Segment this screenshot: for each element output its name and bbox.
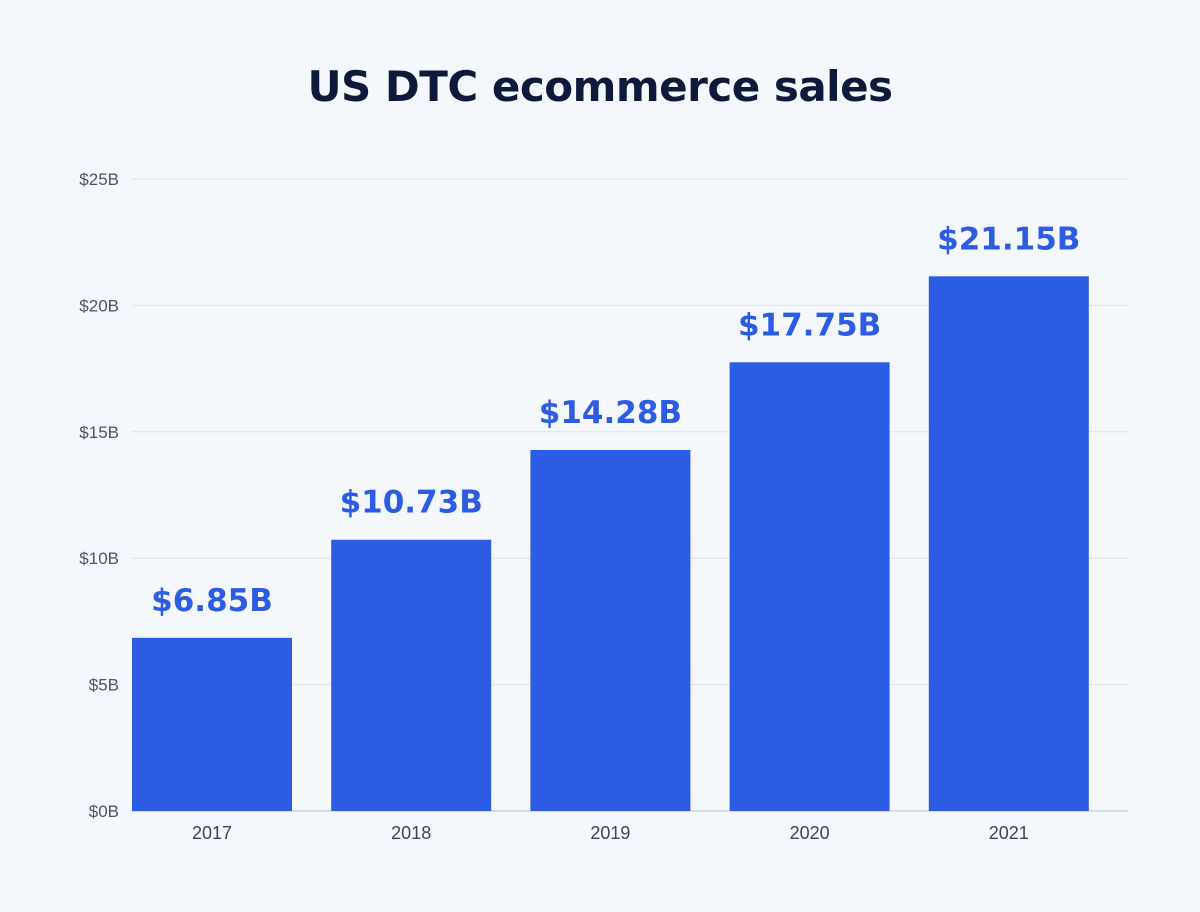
data-label-2018: $10.73B bbox=[340, 485, 483, 521]
y-tick-label: $20B bbox=[79, 296, 119, 315]
bars bbox=[132, 276, 1089, 811]
y-tick-label: $10B bbox=[79, 549, 119, 568]
y-axis-ticks: $0B $5B $10B $15B $20B $25B bbox=[79, 170, 119, 821]
bar-2018 bbox=[331, 539, 492, 811]
bar-2017 bbox=[132, 637, 292, 811]
bar-2021 bbox=[928, 276, 1089, 811]
chart-title: US DTC ecommerce sales bbox=[307, 62, 893, 111]
x-tick-label-2018: 2018 bbox=[391, 823, 431, 843]
data-label-2017: $6.85B bbox=[151, 583, 273, 619]
data-label-2020: $17.75B bbox=[738, 307, 881, 343]
y-tick-label: $0B bbox=[89, 802, 119, 821]
y-tick-label: $25B bbox=[79, 170, 119, 189]
data-labels: $6.85B $10.73B $14.28B $17.75B $21.15B bbox=[151, 221, 1080, 619]
x-axis-ticks: 2017 2018 2019 2020 2021 bbox=[192, 823, 1029, 843]
data-label-2021: $21.15B bbox=[937, 221, 1080, 257]
bar-2019 bbox=[530, 450, 691, 811]
bar-2020 bbox=[729, 362, 890, 811]
x-tick-label-2020: 2020 bbox=[790, 823, 830, 843]
x-tick-label-2021: 2021 bbox=[989, 823, 1029, 843]
data-label-2019: $14.28B bbox=[539, 395, 682, 431]
x-tick-label-2017: 2017 bbox=[192, 823, 232, 843]
y-tick-label: $15B bbox=[79, 423, 119, 442]
y-tick-label: $5B bbox=[89, 676, 119, 695]
x-tick-label-2019: 2019 bbox=[590, 823, 630, 843]
